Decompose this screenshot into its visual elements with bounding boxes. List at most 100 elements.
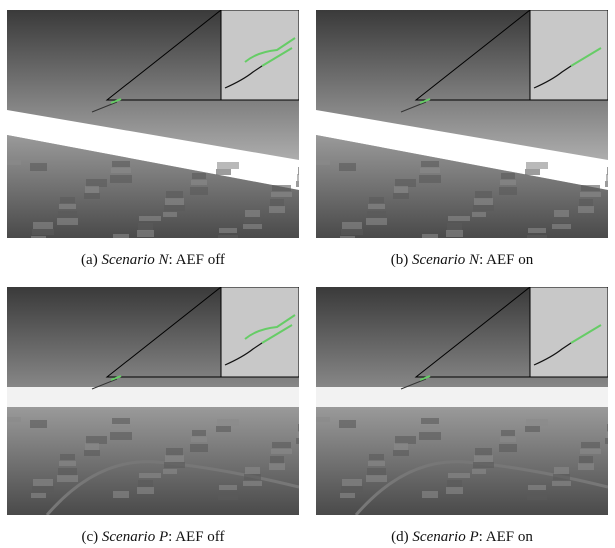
field	[270, 199, 284, 207]
field	[166, 191, 183, 199]
field	[554, 210, 569, 217]
field	[7, 160, 21, 165]
field	[579, 456, 593, 464]
field	[59, 204, 76, 209]
caption-scenario: Scenario P	[102, 529, 168, 545]
field	[580, 449, 601, 454]
panel: (b) Scenario N: AEF on	[316, 10, 608, 269]
caption-caption: : AEF on	[479, 252, 533, 268]
field	[500, 437, 516, 442]
field	[57, 475, 78, 482]
field	[296, 438, 299, 444]
field	[244, 217, 261, 223]
field	[394, 186, 408, 193]
field	[473, 462, 494, 468]
field	[578, 463, 594, 470]
caption-label: (c)	[81, 529, 98, 545]
field	[393, 193, 409, 199]
field	[341, 229, 363, 235]
field	[58, 211, 77, 219]
field	[446, 487, 463, 494]
inset	[530, 287, 608, 377]
field	[525, 169, 540, 175]
field	[32, 229, 54, 235]
field	[110, 175, 132, 183]
field	[342, 479, 362, 486]
field	[111, 168, 131, 173]
field	[113, 491, 129, 498]
field	[31, 493, 46, 498]
field	[553, 217, 570, 223]
caption-scenario: Scenario P	[412, 529, 478, 545]
field	[500, 180, 516, 185]
field	[474, 198, 493, 205]
field	[340, 493, 355, 498]
field	[501, 173, 515, 179]
field	[367, 211, 386, 219]
field	[475, 191, 492, 199]
caption: (d) Scenario P: AEF on	[316, 529, 608, 546]
field	[30, 420, 47, 428]
caption-label: (d)	[391, 529, 409, 545]
field	[395, 436, 416, 444]
field	[192, 173, 206, 179]
field	[163, 212, 177, 217]
field	[164, 462, 185, 468]
field	[420, 425, 440, 430]
photo	[316, 287, 608, 515]
field	[298, 424, 299, 432]
inset	[530, 10, 608, 100]
field	[581, 442, 600, 448]
field	[137, 230, 154, 237]
caption-caption: : AEF off	[168, 529, 224, 545]
field	[139, 473, 161, 478]
field	[164, 205, 185, 211]
photo	[316, 10, 608, 238]
figure: (a) Scenario N: AEF off(b) Scenario N: A…	[0, 0, 615, 548]
field	[499, 444, 517, 452]
field	[245, 210, 260, 217]
field	[342, 222, 362, 229]
field	[191, 180, 207, 185]
field	[393, 450, 409, 456]
field	[165, 455, 184, 462]
field	[552, 481, 571, 486]
panel: (a) Scenario N: AEF off	[7, 10, 299, 269]
field	[525, 426, 540, 432]
caption: (c) Scenario P: AEF off	[7, 529, 299, 546]
field	[368, 204, 385, 209]
panel: (c) Scenario P: AEF off	[7, 287, 299, 546]
field	[190, 444, 208, 452]
field	[30, 163, 47, 171]
field	[447, 480, 462, 488]
field	[472, 469, 486, 474]
field	[554, 467, 569, 474]
field	[86, 179, 107, 187]
field	[243, 481, 262, 486]
field	[216, 426, 231, 432]
caption-scenario: Scenario N	[101, 252, 168, 268]
field	[297, 174, 299, 181]
field	[60, 454, 75, 460]
caption-label: (a)	[81, 252, 98, 268]
field	[553, 474, 570, 480]
field	[420, 168, 440, 173]
field	[419, 432, 441, 440]
field	[340, 236, 355, 238]
inset	[221, 287, 299, 377]
field	[473, 205, 494, 211]
field	[296, 181, 299, 187]
field	[472, 212, 486, 217]
field	[580, 192, 601, 197]
field	[578, 206, 594, 213]
field	[552, 224, 571, 229]
field	[339, 420, 356, 428]
field	[528, 228, 546, 233]
field	[499, 187, 517, 195]
field	[367, 468, 386, 476]
field	[31, 236, 46, 238]
caption-caption: : AEF on	[479, 529, 533, 545]
field	[475, 448, 492, 456]
field	[111, 425, 131, 430]
horizon	[7, 387, 299, 409]
